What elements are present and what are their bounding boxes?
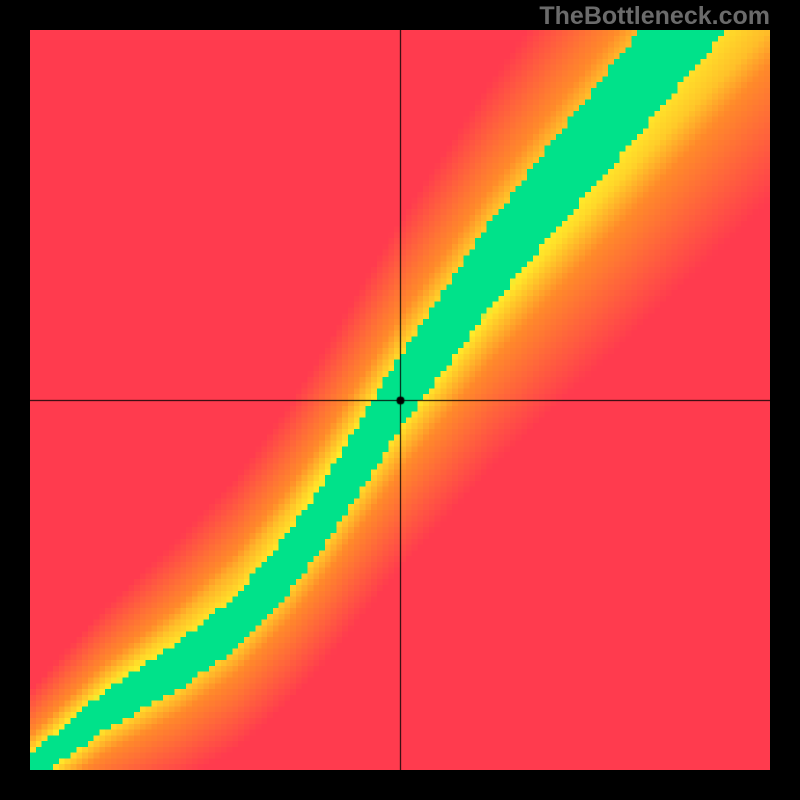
watermark-text: TheBottleneck.com xyxy=(539,2,770,31)
crosshair-overlay xyxy=(30,30,770,770)
chart-container: TheBottleneck.com xyxy=(0,0,800,800)
